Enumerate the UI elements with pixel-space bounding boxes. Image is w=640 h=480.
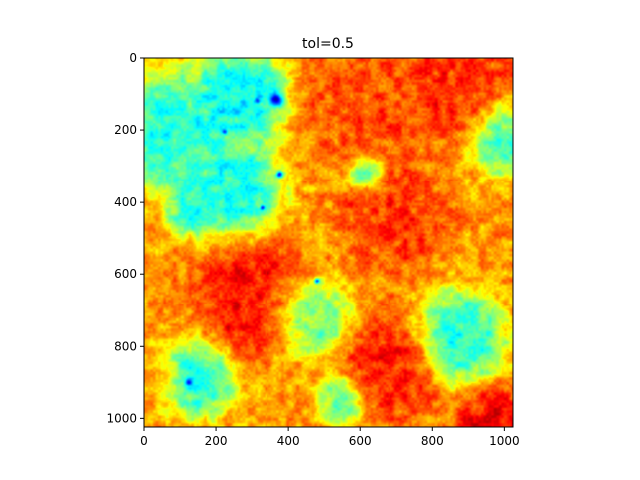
axes-frame (143, 57, 514, 428)
y-tick-label: 1000 (106, 411, 137, 425)
x-tick-label: 200 (205, 434, 228, 448)
x-tick-label: 400 (277, 434, 300, 448)
x-tick-label: 1000 (489, 434, 520, 448)
y-tick-label: 600 (114, 267, 137, 281)
y-tick-label: 400 (114, 195, 137, 209)
chart-title: tol=0.5 (302, 36, 354, 52)
x-tick-label: 800 (421, 434, 444, 448)
y-tick-label: 800 (114, 339, 137, 353)
x-tick-label: 600 (349, 434, 372, 448)
y-axis: 0 200 400 600 800 1000 (106, 51, 144, 425)
y-tick-label: 200 (114, 123, 137, 137)
x-axis: 0 200 400 600 800 1000 (140, 427, 520, 448)
x-tick-label: 0 (140, 434, 148, 448)
y-tick-label: 0 (129, 51, 137, 65)
heatmap-image (144, 58, 513, 427)
